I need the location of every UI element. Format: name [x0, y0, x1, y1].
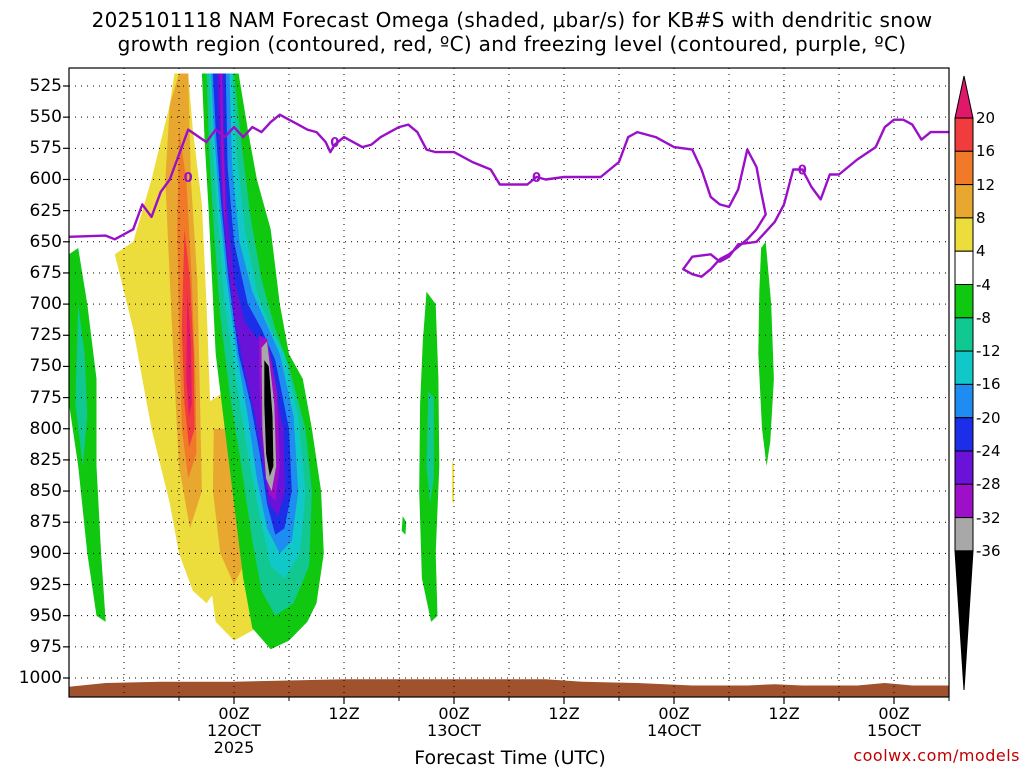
x-tick-label: 12Z — [328, 704, 360, 723]
colorbar-segment-13 — [954, 517, 974, 552]
x-tick-label: 00Z — [438, 704, 470, 723]
omega-region-18 — [264, 360, 274, 477]
colorbar-label: -12 — [976, 342, 1001, 361]
omega-region-23 — [758, 241, 774, 467]
colorbar-segment-7 — [954, 317, 974, 352]
y-tick-label: 750 — [29, 356, 62, 377]
y-tick-label: 975 — [29, 636, 62, 657]
omega-shading — [69, 73, 774, 650]
freezing-level-contour: 0 0 0 0 — [69, 113, 949, 278]
omega-region-6 — [186, 291, 192, 417]
colorbar-segment-9 — [954, 383, 974, 419]
y-tick-label: 1000 — [18, 668, 62, 688]
omega-region-20 — [426, 391, 434, 504]
chart-title-line-2: growth region (contoured, red, ºC) and f… — [117, 32, 907, 56]
terrain-fill — [69, 679, 949, 697]
colorbar-label: 16 — [976, 142, 996, 161]
chart-title-line-1: 2025101118 NAM Forecast Omega (shaded, μ… — [91, 8, 933, 32]
colorbar-label: -28 — [976, 475, 1001, 494]
y-tick-label: 825 — [29, 449, 62, 470]
y-tick-label: 950 — [29, 605, 62, 626]
freezing-level-line — [69, 113, 949, 278]
omega-region-8 — [212, 428, 244, 585]
x-tick-label: 2025 — [213, 738, 255, 757]
freezing-level-label-1: 0 — [330, 136, 339, 151]
colorbar-segment-6 — [954, 284, 974, 319]
colorbar-label: -32 — [976, 508, 1001, 527]
colorbar-label: -20 — [976, 408, 1001, 427]
x-tick-label: 12Z — [768, 704, 800, 723]
y-tick-label: 900 — [29, 543, 62, 564]
colorbar-label: 20 — [976, 109, 996, 127]
freezing-level-label-2: 0 — [532, 171, 541, 186]
x-tick-label: 12OCT — [207, 721, 261, 740]
colorbar — [954, 75, 974, 691]
colorbar-segment-1 — [954, 117, 974, 152]
colorbar-bottom-arrow — [954, 550, 974, 691]
colorbar-label: -8 — [976, 308, 991, 327]
y-tick-label: 525 — [29, 76, 62, 96]
omega-region-21 — [401, 516, 407, 535]
y-tick-label: 725 — [29, 325, 62, 346]
omega-region-22 — [452, 459, 454, 504]
colorbar-segment-3 — [954, 184, 974, 219]
site-credit: coolwx.com/models — [853, 746, 1020, 765]
x-tick-label: 00Z — [218, 704, 250, 723]
x-tick-label: 14OCT — [647, 721, 701, 740]
omega-region-15 — [220, 73, 226, 230]
y-tick-label: 875 — [29, 512, 62, 533]
colorbar-segment-4 — [954, 217, 974, 252]
colorbar-segment-8 — [954, 350, 974, 385]
colorbar-label: 4 — [976, 242, 986, 261]
x-tick-label: 15OCT — [867, 721, 921, 740]
colorbar-label: -16 — [976, 375, 1001, 394]
colorbar-segment-11 — [954, 450, 974, 485]
y-tick-label: 775 — [29, 387, 62, 408]
omega-region-2 — [114, 73, 216, 604]
y-tick-label: 600 — [29, 169, 62, 190]
freezing-level-label-0: 0 — [184, 171, 193, 186]
y-tick-label: 675 — [29, 262, 62, 283]
y-tick-label: 925 — [29, 574, 62, 595]
colorbar-label: -24 — [976, 442, 1001, 460]
axis-ticks — [63, 85, 950, 704]
x-tick-label: 12Z — [548, 704, 580, 723]
y-tick-label: 850 — [29, 481, 62, 502]
freezing-level-label-3: 0 — [798, 164, 807, 179]
y-tick-label: 550 — [29, 107, 62, 128]
x-tick-label: 00Z — [658, 704, 690, 723]
x-tick-label: 00Z — [878, 704, 910, 723]
y-tick-label: 800 — [29, 418, 62, 439]
colorbar-top-arrow — [954, 75, 974, 119]
omega-region-1 — [75, 304, 88, 467]
x-tick-label: 13OCT — [427, 721, 481, 740]
colorbar-label: -4 — [976, 275, 991, 294]
colorbar-segment-5 — [954, 250, 974, 285]
y-tick-label: 650 — [29, 231, 62, 252]
colorbar-segment-2 — [954, 150, 974, 186]
colorbar-label: 8 — [976, 208, 986, 227]
colorbar-label: 12 — [976, 175, 996, 194]
colorbar-segment-12 — [954, 483, 974, 519]
colorbar-segment-10 — [954, 417, 974, 452]
y-tick-label: 625 — [29, 200, 62, 221]
colorbar-label: -36 — [976, 541, 1001, 560]
terrain — [69, 679, 949, 697]
x-axis-title: Forecast Time (UTC) — [414, 747, 606, 769]
y-tick-label: 700 — [29, 294, 62, 315]
y-tick-label: 575 — [29, 138, 62, 159]
